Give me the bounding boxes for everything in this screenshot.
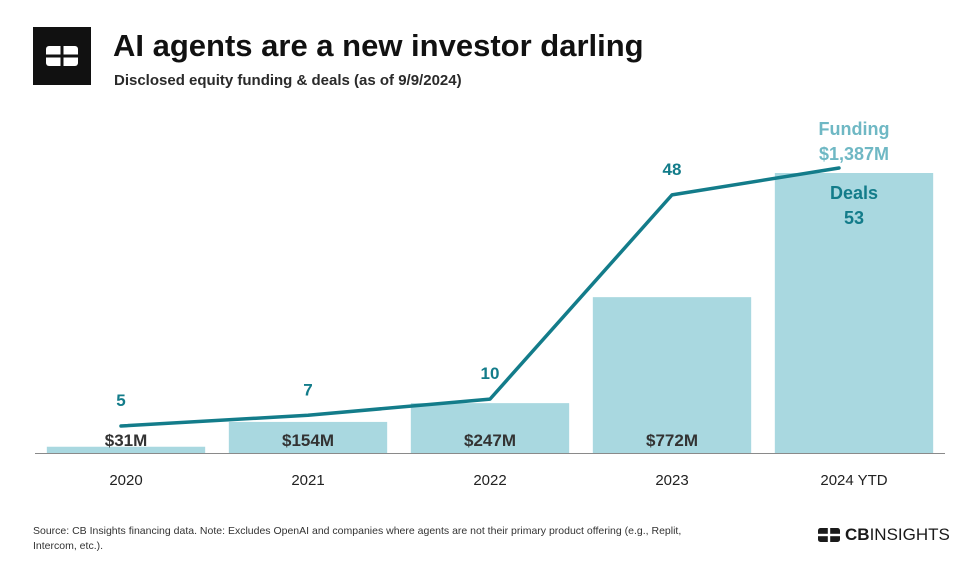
funding-series-label: Funding [819, 119, 890, 139]
chart-subtitle: Disclosed equity funding & deals (as of … [114, 72, 462, 89]
brand-rest: INSIGHTS [869, 525, 950, 544]
source-note: Source: CB Insights financing data. Note… [33, 525, 682, 552]
funding-bar [410, 403, 570, 453]
deals-data-label: 48 [663, 160, 682, 179]
funding-bar [774, 173, 934, 453]
x-tick-label: 2021 [291, 472, 324, 489]
funding-last-value: $1,387M [819, 144, 889, 164]
funding-bar [592, 297, 752, 453]
x-tick-label: 2020 [109, 472, 142, 489]
cb-insights-brand: CBINSIGHTS [818, 525, 950, 545]
deals-last-value: 53 [844, 208, 864, 228]
funding-bar [228, 421, 388, 453]
cb-logo-icon [46, 46, 78, 66]
cb-logo [33, 27, 91, 85]
funding-data-label: $31M [105, 431, 148, 450]
deals-data-label: 10 [481, 364, 500, 383]
x-tick-label: 2024 YTD [820, 472, 887, 489]
deals-data-label: 5 [116, 391, 125, 410]
funding-bar [46, 446, 206, 453]
chart-title: AI agents are a new investor darling [113, 28, 644, 63]
funding-data-label: $247M [464, 431, 516, 450]
combo-chart: $31M $154M $247M $772M 5 7 10 48 Funding $1,387M D… [35, 119, 945, 489]
deals-data-label: 7 [303, 380, 312, 399]
brand-bold: CB [845, 525, 870, 544]
funding-data-label: $772M [646, 431, 698, 450]
x-tick-label: 2023 [655, 472, 688, 489]
cb-brand-icon [818, 528, 840, 542]
funding-data-label: $154M [282, 431, 334, 450]
x-tick-label: 2022 [473, 472, 506, 489]
deals-series-label: Deals [830, 183, 878, 203]
deals-line [119, 166, 841, 428]
